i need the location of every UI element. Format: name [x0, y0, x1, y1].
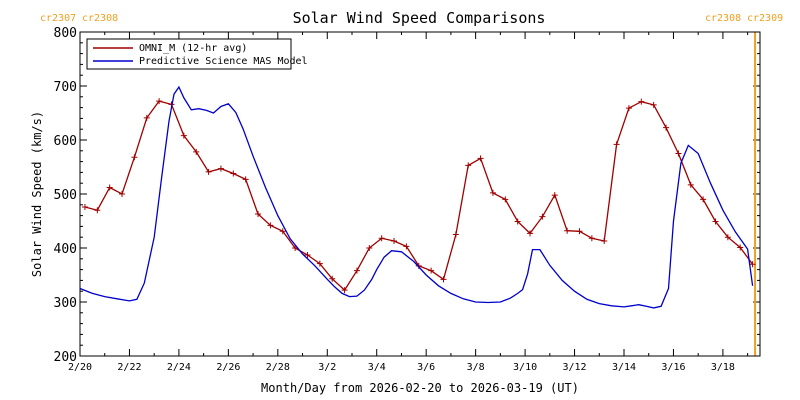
legend-label-mas: Predictive Science MAS Model: [139, 56, 308, 67]
x-tick-label: 2/28: [266, 362, 290, 373]
legend-label-omni: OMNI_M (12-hr avg): [139, 43, 247, 54]
x-tick-label: 3/16: [661, 362, 685, 373]
y-axis-label: Solar Wind Speed (km/s): [30, 111, 44, 277]
omni-data-point: [304, 252, 311, 259]
omni-data-point: [217, 165, 224, 172]
omni-data-point: [675, 150, 682, 157]
series-layer: [79, 32, 757, 356]
x-tick-label: 3/8: [467, 362, 485, 373]
omni-data-point: [143, 114, 150, 121]
omni-data-point: [527, 230, 534, 237]
y-tick-label: 400: [54, 242, 77, 257]
omni-data-point: [353, 267, 360, 274]
omni-data-point: [514, 218, 521, 225]
omni-data-point: [465, 162, 472, 169]
x-tick-label: 3/14: [612, 362, 636, 373]
omni-data-point: [316, 260, 323, 267]
omni-data-point: [638, 98, 645, 105]
x-tick-label: 2/22: [117, 362, 141, 373]
omni-data-point: [391, 237, 398, 244]
omni-series-line: [84, 100, 754, 292]
omni-data-point: [81, 203, 88, 210]
omni-data-point: [650, 101, 657, 108]
omni-data-point: [230, 170, 237, 177]
omni-data-point: [440, 276, 447, 283]
y-tick-label: 500: [54, 188, 77, 203]
carrington-label-left-2: cr2308: [82, 13, 118, 24]
omni-data-point: [749, 261, 756, 268]
omni-data-point: [539, 213, 546, 220]
omni-data-point: [267, 222, 274, 229]
x-tick-label: 2/24: [167, 362, 191, 373]
omni-data-point: [131, 154, 138, 161]
x-tick-label: 2/20: [68, 362, 92, 373]
omni-data-point: [502, 196, 509, 203]
omni-data-point: [341, 287, 348, 294]
omni-data-point: [428, 267, 435, 274]
y-tick-label: 300: [54, 296, 77, 311]
omni-data-point: [724, 234, 731, 241]
omni-data-point: [564, 227, 571, 234]
omni-data-point: [737, 244, 744, 251]
omni-data-point: [663, 124, 670, 131]
x-tick-label: 2/26: [216, 362, 240, 373]
legend-box: [86, 38, 292, 70]
x-axis-label: Month/Day from 2026-02-20 to 2026-03-19 …: [261, 381, 579, 395]
omni-data-point: [180, 132, 187, 139]
omni-data-point: [551, 192, 558, 199]
omni-data-point: [403, 243, 410, 250]
x-tick-label: 3/18: [711, 362, 735, 373]
omni-data-point: [279, 228, 286, 235]
omni-data-point: [489, 189, 496, 196]
omni-data-point: [106, 184, 113, 191]
omni-data-point: [576, 228, 583, 235]
omni-data-point: [255, 210, 262, 217]
mas-series-line: [79, 85, 754, 309]
omni-data-point: [452, 231, 459, 238]
omni-data-point: [329, 275, 336, 282]
x-tick-label: 3/6: [417, 362, 435, 373]
x-tick-label: 3/4: [368, 362, 386, 373]
omni-data-point: [687, 181, 694, 188]
x-tick-label: 3/10: [513, 362, 537, 373]
omni-data-point: [366, 245, 373, 251]
omni-data-point: [588, 235, 595, 242]
omni-data-point: [601, 237, 608, 244]
omni-data-point: [193, 148, 200, 155]
y-tick-label: 600: [54, 134, 77, 149]
omni-data-point: [712, 218, 719, 225]
omni-data-point: [477, 155, 484, 162]
omni-data-point: [156, 98, 163, 105]
omni-data-point: [625, 105, 632, 112]
omni-data-point: [119, 191, 126, 197]
omni-data-point: [378, 235, 385, 242]
omni-data-point: [613, 141, 620, 148]
x-tick-label: 3/2: [318, 362, 336, 373]
omni-data-point: [205, 168, 212, 175]
omni-data-point: [94, 207, 101, 214]
y-tick-label: 200: [54, 350, 77, 365]
x-tick-label: 3/12: [562, 362, 586, 373]
carrington-label-right-2: cr2309: [747, 13, 783, 24]
y-tick-label: 800: [54, 26, 77, 41]
omni-data-point: [242, 176, 249, 183]
legend: OMNI_M (12-hr avg) Predictive Science MA…: [86, 38, 308, 70]
carrington-label-right-1: cr2308: [705, 13, 741, 24]
y-tick-label: 700: [54, 80, 77, 95]
carrington-label-left-1: cr2307: [40, 13, 76, 24]
plot-frame: [79, 31, 761, 357]
chart-title: Solar Wind Speed Comparisons: [293, 9, 546, 27]
omni-data-point: [700, 196, 707, 203]
